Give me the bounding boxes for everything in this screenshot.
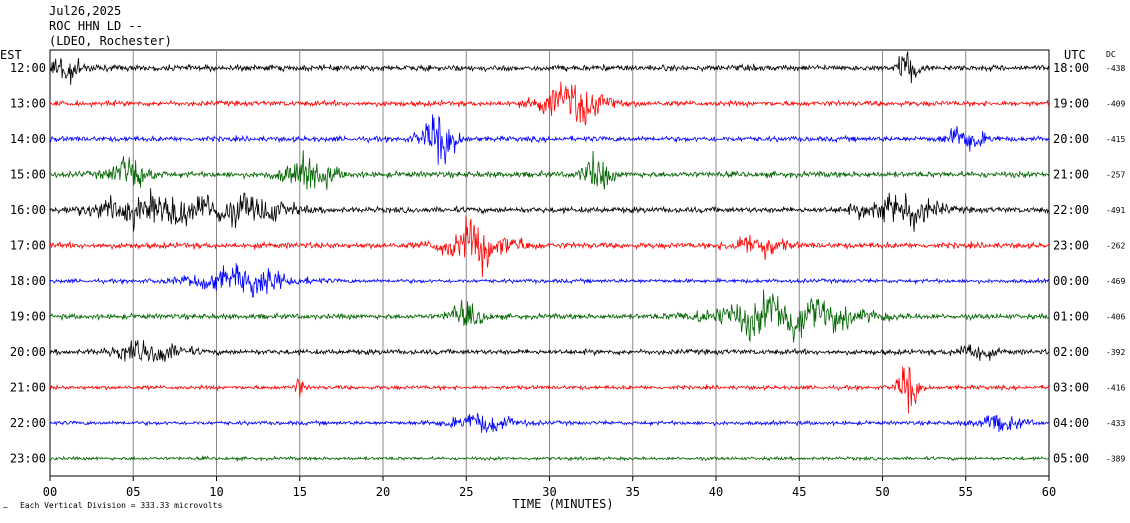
utc-hour-label: 21:00	[1053, 168, 1089, 182]
x-tick-label: 30	[542, 485, 556, 499]
est-hour-label: 12:00	[10, 61, 46, 75]
utc-hour-label: 05:00	[1053, 452, 1089, 466]
x-tick-label: 35	[626, 485, 640, 499]
trace-2000	[49, 340, 1050, 362]
utc-hour-label: 04:00	[1053, 416, 1089, 430]
dc-offset-value: -409	[1106, 100, 1125, 109]
est-hour-label: 16:00	[10, 203, 46, 217]
utc-hour-label: 23:00	[1053, 239, 1089, 253]
dc-offset-value: -438	[1106, 64, 1125, 73]
x-axis: 00 05 10 15 20 25 30 35 40 45 50 55 60	[43, 476, 1056, 499]
trace-1900	[49, 289, 1050, 343]
trace-1700	[49, 215, 1050, 278]
utc-hour-label: 00:00	[1053, 274, 1089, 288]
est-axis-label: EST	[0, 48, 22, 62]
dc-offset-value: -491	[1106, 206, 1125, 215]
trace-2200	[49, 412, 1050, 434]
x-tick-label: 40	[709, 485, 723, 499]
x-tick-label: 00	[43, 485, 57, 499]
est-hour-label: 17:00	[10, 239, 46, 253]
dc-offset-value: -389	[1106, 455, 1125, 464]
est-hour-label: 21:00	[10, 381, 46, 395]
utc-hour-label: 01:00	[1053, 310, 1089, 324]
traces-group	[49, 51, 1050, 463]
trace-1500	[49, 150, 1050, 190]
trace-1400	[49, 114, 1050, 165]
utc-hour-label: 20:00	[1053, 132, 1089, 146]
dc-offset-value: -406	[1106, 313, 1125, 322]
trace-1300	[49, 81, 1050, 126]
est-hour-label: 19:00	[10, 310, 46, 324]
dc-offset-value: -469	[1106, 277, 1125, 286]
vertical-grid	[132, 50, 967, 476]
header-date: Jul26,2025	[49, 4, 121, 18]
x-tick-label: 50	[875, 485, 889, 499]
trace-2300	[49, 455, 1050, 463]
hour-labels-group: 12:00 18:00 -438 13:00 19:00 -409 14:00 20:00 -4…	[10, 61, 1126, 466]
scale-note: Each Vertical Division = 333.33 microvol…	[20, 501, 222, 510]
utc-hour-label: 18:00	[1053, 61, 1089, 75]
x-tick-label: 10	[209, 485, 223, 499]
dc-offset-value: -257	[1106, 171, 1125, 180]
x-tick-label: 20	[376, 485, 390, 499]
header-station: ROC HHN LD --	[49, 19, 143, 33]
x-tick-label: 55	[959, 485, 973, 499]
est-hour-label: 18:00	[10, 274, 46, 288]
est-hour-label: 14:00	[10, 132, 46, 146]
utc-hour-label: 22:00	[1053, 203, 1089, 217]
trace-1800	[49, 263, 1050, 299]
x-axis-title: TIME (MINUTES)	[512, 497, 613, 511]
trace-1200	[49, 51, 1050, 85]
dc-offset-value: -416	[1106, 384, 1125, 393]
est-hour-label: 13:00	[10, 97, 46, 111]
trace-1600	[49, 188, 1050, 232]
dc-offset-value: -392	[1106, 348, 1125, 357]
dc-offset-value: -262	[1106, 242, 1125, 251]
dc-offset-value: -433	[1106, 419, 1125, 428]
x-tick-label: 60	[1042, 485, 1056, 499]
utc-hour-label: 03:00	[1053, 381, 1089, 395]
x-tick-label: 45	[792, 485, 806, 499]
dc-offset-value: -415	[1106, 135, 1125, 144]
utc-hour-label: 19:00	[1053, 97, 1089, 111]
utc-hour-label: 02:00	[1053, 345, 1089, 359]
x-tick-label: 25	[459, 485, 473, 499]
est-hour-label: 20:00	[10, 345, 46, 359]
est-hour-label: 22:00	[10, 416, 46, 430]
x-tick-label: 15	[293, 485, 307, 499]
dc-column-label: DC	[1106, 50, 1116, 59]
trace-2100	[49, 365, 1050, 414]
header-network: (LDEO, Rochester)	[49, 34, 172, 48]
footer-symbol: ~	[3, 503, 8, 512]
utc-axis-label: UTC	[1064, 48, 1086, 62]
x-tick-label: 05	[126, 485, 140, 499]
est-hour-label: 15:00	[10, 168, 46, 182]
est-hour-label: 23:00	[10, 452, 46, 466]
